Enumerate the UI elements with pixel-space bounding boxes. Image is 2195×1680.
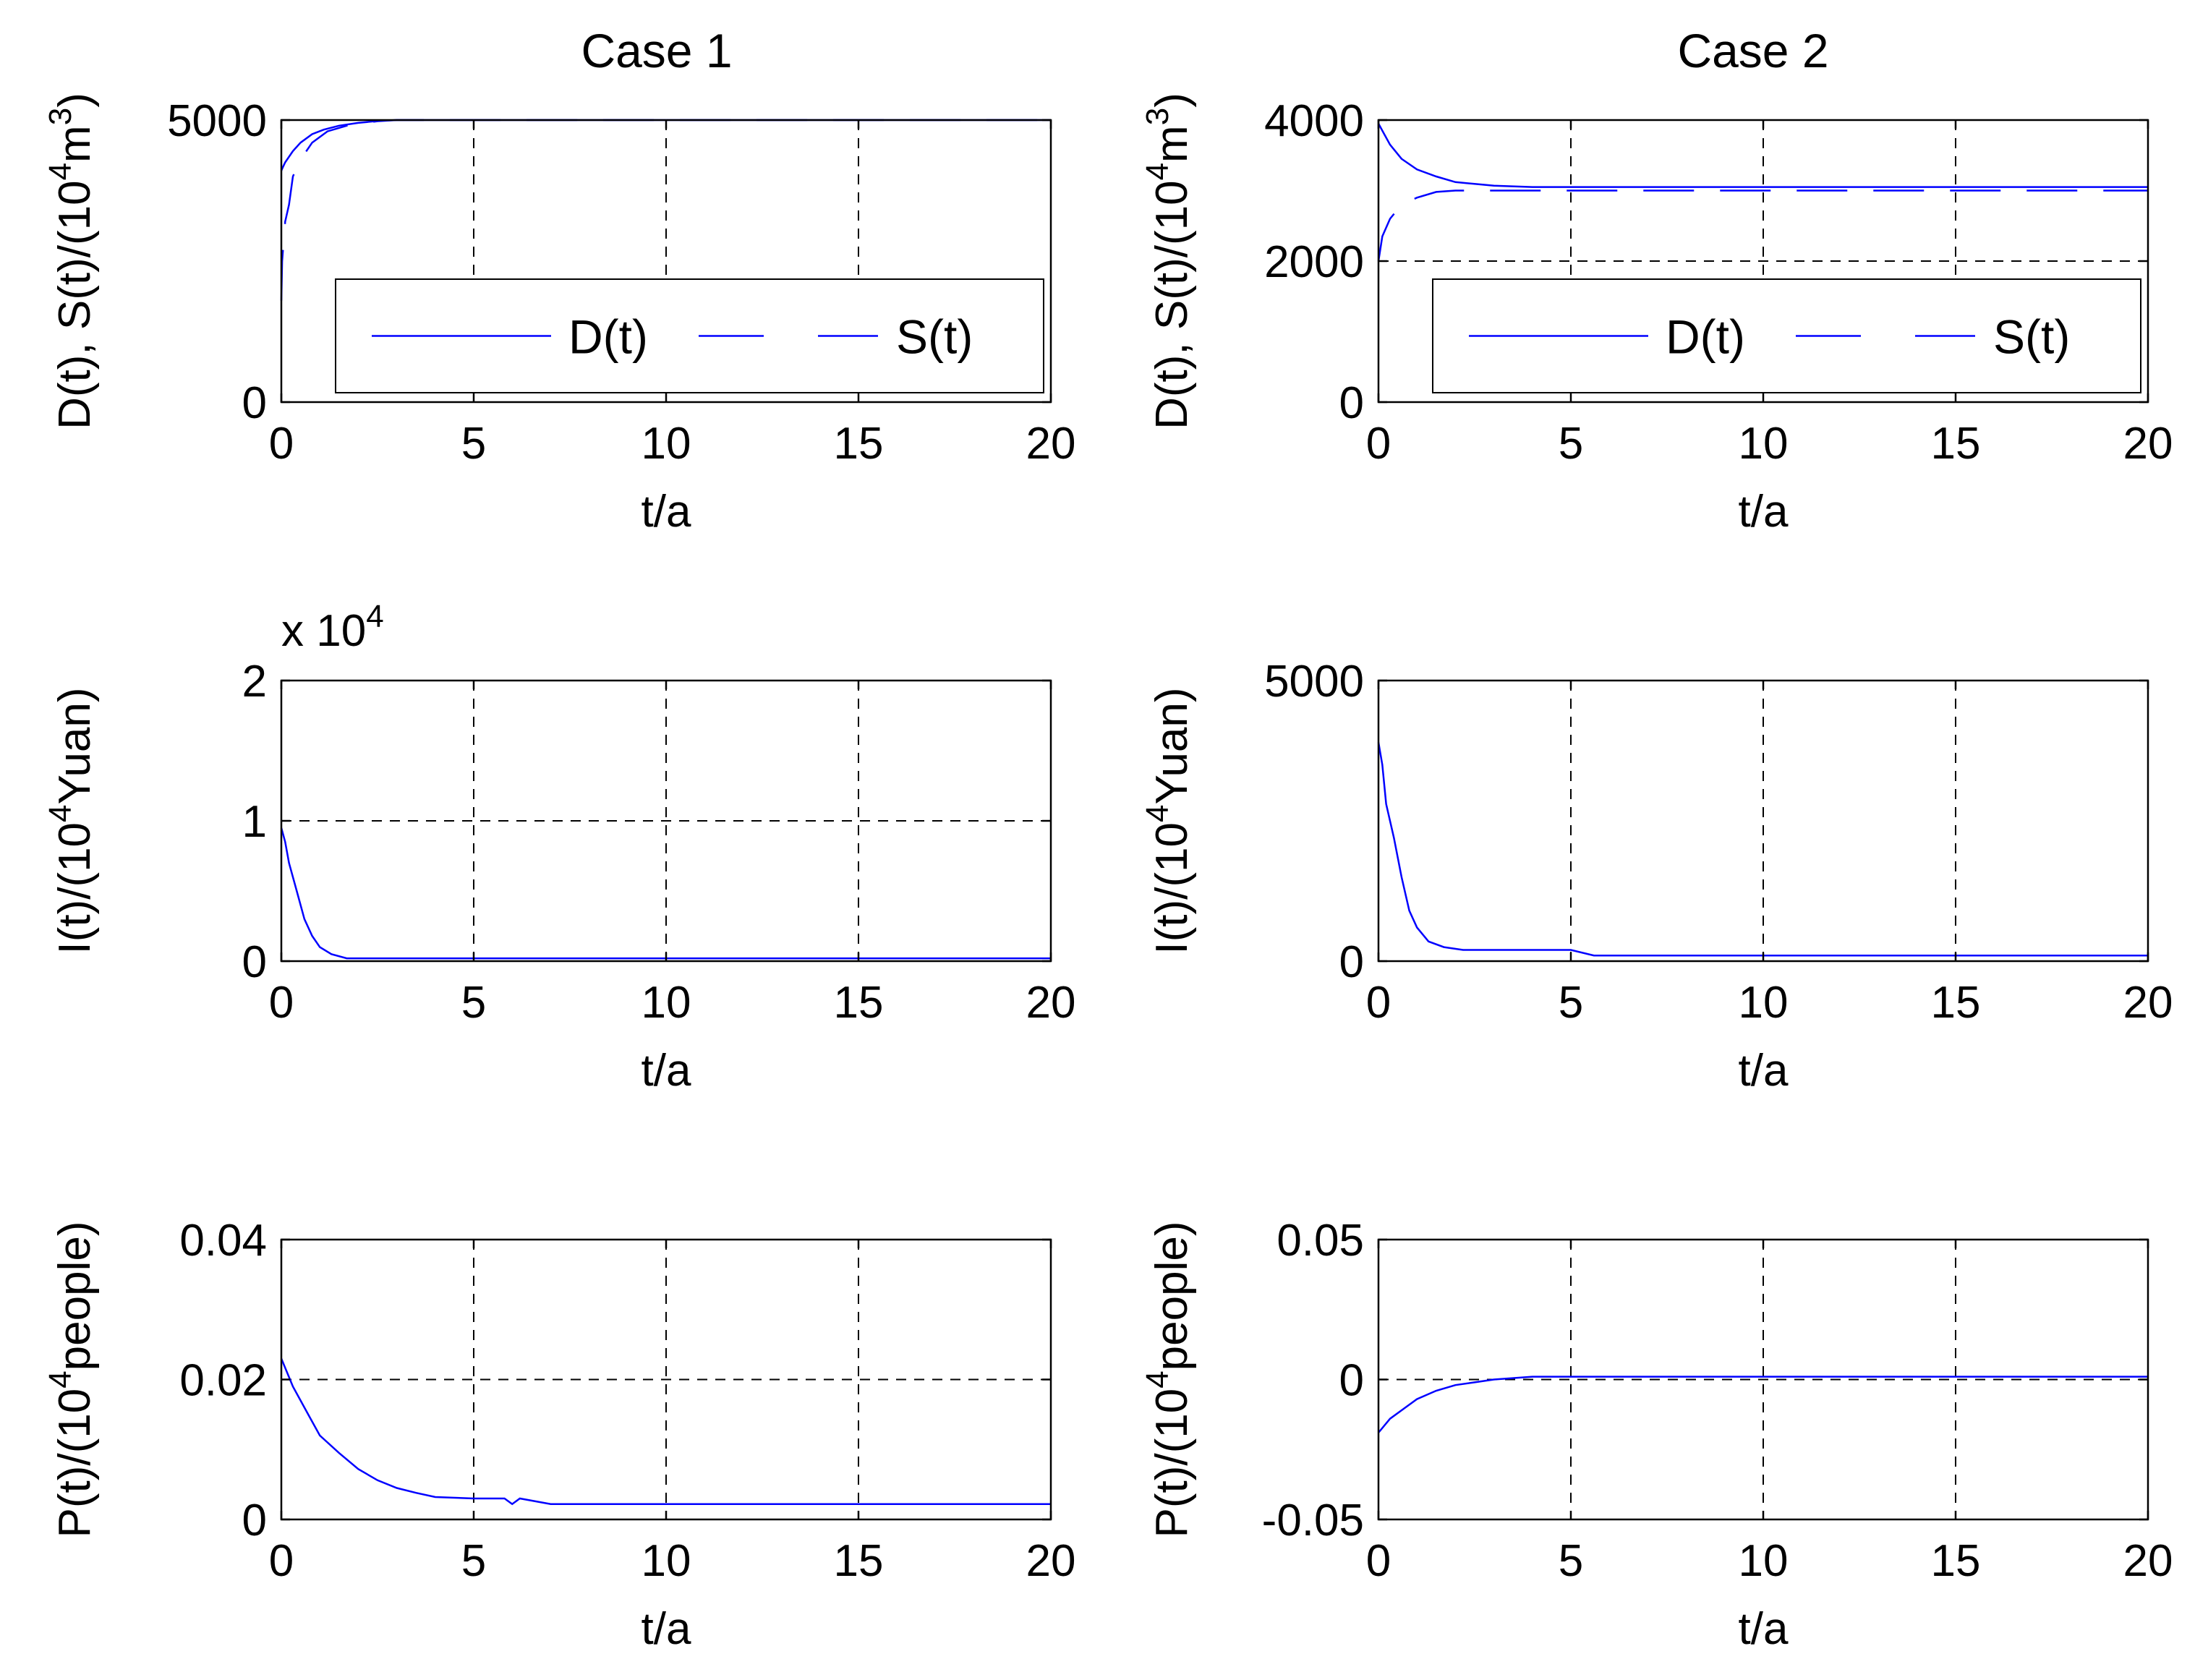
x-tick-label: 5: [461, 978, 486, 1028]
y-tick-label: 4000: [1264, 96, 1364, 146]
y-tick-label: 0: [1339, 937, 1364, 987]
y-tick-label: 1: [242, 797, 267, 847]
y-axis-label: I(t)/(104Yuan): [43, 687, 100, 954]
x-tick-label: 5: [461, 419, 486, 469]
x-tick-label: 10: [1739, 978, 1789, 1028]
y-axis-label: P(t)/(104people): [43, 1221, 100, 1538]
x-tick-label: 10: [642, 978, 691, 1028]
x-tick-label: 15: [834, 1536, 884, 1586]
y-tick-label: 2: [242, 657, 267, 707]
y-tick-label: 0.04: [179, 1216, 267, 1266]
x-tick-label: 20: [1026, 419, 1076, 469]
x-axis-label: t/a: [642, 1046, 691, 1096]
y-tick-label: 5000: [1264, 657, 1364, 707]
x-tick-label: 20: [2123, 419, 2173, 469]
legend-label-s: S(t): [896, 310, 973, 364]
x-tick-label: 15: [834, 978, 884, 1028]
panel-c1r3: 0 5 10 15 20 0 0.02 0.04 t/a P(t)/(104people): [43, 1216, 1075, 1654]
x-tick-label: 20: [2123, 1536, 2173, 1586]
y-tick-label: 0: [1339, 1356, 1364, 1406]
legend: D(t) S(t): [1432, 278, 2141, 393]
y-tick-label: 0: [1339, 378, 1364, 428]
x-tick-label: 20: [1026, 1536, 1076, 1586]
y-tick-label: 0: [242, 378, 267, 428]
x-axis-label: t/a: [1739, 1046, 1789, 1096]
series-line-it: [1377, 742, 2148, 957]
x-tick-label: 0: [269, 1536, 294, 1586]
x-tick-label: 20: [2123, 978, 2173, 1028]
series-line-st: [280, 119, 1051, 301]
y-axis-label: P(t)/(104people): [1140, 1221, 1197, 1538]
x-tick-label: 10: [642, 419, 691, 469]
x-tick-label: 5: [1559, 419, 1583, 469]
x-tick-label: 20: [1026, 978, 1076, 1028]
legend: D(t) S(t): [335, 278, 1044, 393]
x-tick-label: 5: [1559, 978, 1583, 1028]
x-tick-label: 10: [1739, 1536, 1789, 1586]
y-tick-label: 0: [242, 1496, 267, 1545]
x-tick-label: 0: [269, 978, 294, 1028]
legend-label-s: S(t): [1993, 310, 2070, 364]
x-tick-label: 15: [1931, 978, 1981, 1028]
y-axis-label: I(t)/(104Yuan): [1140, 687, 1197, 954]
y-tick-label: 0.05: [1276, 1216, 1364, 1266]
case-1-title: Case 1: [581, 24, 732, 77]
series-line-it: [280, 827, 1051, 960]
x-tick-label: 0: [269, 419, 294, 469]
x-tick-label: 0: [1366, 978, 1391, 1028]
x-tick-label: 15: [834, 419, 884, 469]
y-tick-label: 0.02: [179, 1356, 267, 1406]
y-tick-label: -0.05: [1262, 1496, 1364, 1545]
y-multiplier-label: x 104: [281, 599, 384, 656]
legend-label-d: D(t): [1666, 310, 1745, 364]
x-tick-label: 5: [461, 1536, 486, 1586]
case-2-title: Case 2: [1677, 24, 1828, 77]
y-tick-label: 0: [242, 937, 267, 987]
x-axis-label: t/a: [642, 487, 691, 537]
series-line-pt: [280, 1358, 1051, 1506]
panel-c2r2: 0 5 10 15 20 0 5000 t/a I(t)/(104Yuan): [1140, 657, 2173, 1096]
x-tick-label: 10: [642, 1536, 691, 1586]
y-axis-label: D(t), S(t)/(104m3): [43, 93, 100, 430]
series-line-pt: [1378, 1376, 2148, 1433]
y-tick-label: 2000: [1264, 237, 1364, 287]
x-axis-label: t/a: [1739, 1604, 1789, 1654]
plot-area: [1378, 681, 2148, 961]
x-axis-label: t/a: [642, 1604, 691, 1654]
series-line-dt: [1377, 123, 2148, 188]
y-tick-label: 5000: [167, 96, 267, 146]
panel-c2r1: 0 5 10 15 20 0 2000 4000 t/a D(t), S(t)/(104m3) D(…: [1140, 93, 2173, 537]
x-tick-label: 10: [1739, 419, 1789, 469]
x-tick-label: 15: [1931, 1536, 1981, 1586]
panel-c1r1: 0 5 10 15 20 0 5000 t/a D(t), S(t)/(104m3) D(t) S(…: [43, 93, 1075, 537]
legend-label-d: D(t): [568, 310, 648, 364]
x-tick-label: 0: [1366, 419, 1391, 469]
panel-c1r2: 0 5 10 15 20 0 1 2 t/a I(t)/(104Yuan) x 104: [43, 599, 1075, 1096]
x-tick-label: 5: [1559, 1536, 1583, 1586]
x-tick-label: 15: [1931, 419, 1981, 469]
series-line-st: [1377, 189, 2148, 262]
y-axis-label: D(t), S(t)/(104m3): [1140, 93, 1197, 430]
x-tick-label: 0: [1366, 1536, 1391, 1586]
x-axis-label: t/a: [1739, 487, 1789, 537]
legend-box: [1432, 278, 2141, 393]
